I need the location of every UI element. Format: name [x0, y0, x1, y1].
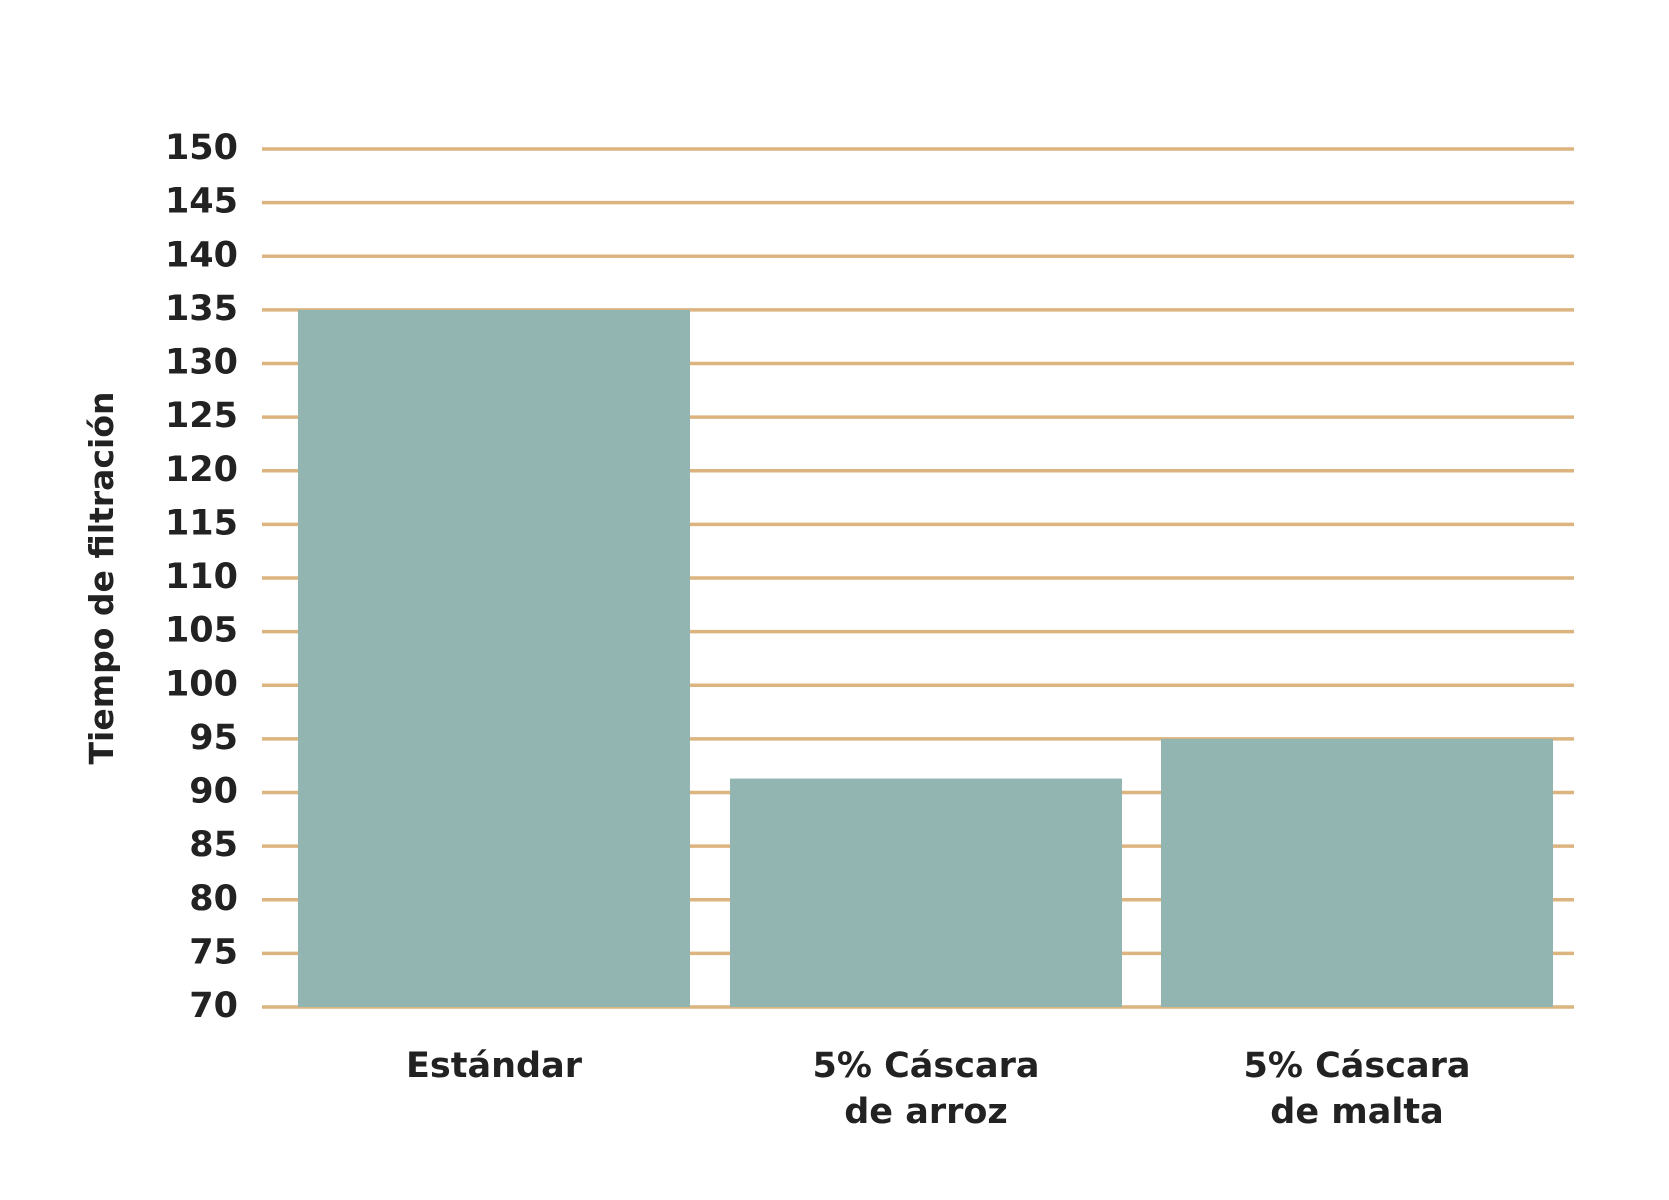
y-tick-label: 140 — [165, 235, 238, 275]
y-tick-label: 85 — [189, 825, 238, 865]
y-tick-label: 95 — [189, 718, 238, 758]
y-tick-label: 105 — [165, 611, 238, 651]
bars — [298, 309, 1553, 1007]
y-tick-label: 70 — [189, 986, 238, 1026]
x-category-line: Estándar — [406, 1046, 583, 1086]
x-category-line: 5% Cáscara — [813, 1046, 1040, 1086]
x-category-line: 5% Cáscara — [1244, 1046, 1471, 1086]
bar — [730, 778, 1122, 1007]
y-axis-ticks: 70 75 80 85 90 95 100 105 110 115 120 125 130 135 140 1… — [165, 128, 238, 1026]
bar — [1161, 738, 1553, 1007]
y-tick-label: 110 — [165, 557, 238, 597]
y-axis-title: Tiempo de filtración — [82, 392, 121, 765]
y-tick-label: 100 — [165, 664, 238, 704]
y-tick-label: 115 — [165, 503, 238, 543]
y-tick-label: 75 — [189, 932, 238, 972]
y-tick-label: 135 — [165, 289, 238, 329]
y-tick-label: 150 — [165, 128, 238, 168]
x-category-line: de arroz — [844, 1092, 1008, 1132]
y-tick-label: 80 — [189, 879, 238, 919]
x-category-label: 5% Cáscara de arroz — [813, 1046, 1040, 1132]
x-category-label: Estándar — [406, 1046, 583, 1086]
x-category-line: de malta — [1270, 1092, 1443, 1132]
y-tick-label: 90 — [189, 772, 238, 812]
x-category-label: 5% Cáscara de malta — [1244, 1046, 1471, 1132]
y-tick-label: 125 — [165, 396, 238, 436]
y-tick-label: 145 — [165, 182, 238, 222]
x-axis-categories: Estándar 5% Cáscara de arroz 5% Cáscara de m… — [406, 1046, 1470, 1132]
bar — [298, 309, 690, 1007]
y-tick-label: 120 — [165, 450, 238, 490]
y-tick-label: 130 — [165, 343, 238, 383]
